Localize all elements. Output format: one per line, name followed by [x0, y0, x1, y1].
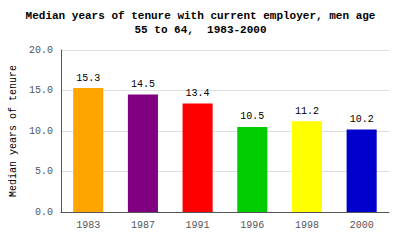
- svg-text:15.0: 15.0: [29, 85, 53, 96]
- svg-text:1983: 1983: [76, 220, 100, 231]
- svg-text:1996: 1996: [240, 220, 264, 231]
- svg-text:2000: 2000: [350, 220, 374, 231]
- svg-text:Median years of tenure with cu: Median years of tenure with current empl…: [26, 10, 376, 22]
- svg-text:15.3: 15.3: [76, 73, 100, 84]
- svg-text:Median years of tenure: Median years of tenure: [8, 65, 19, 197]
- svg-text:0.0: 0.0: [35, 207, 53, 218]
- svg-text:5.0: 5.0: [35, 166, 53, 177]
- svg-text:14.5: 14.5: [131, 79, 155, 90]
- svg-text:13.4: 13.4: [186, 88, 210, 99]
- svg-text:1991: 1991: [186, 220, 210, 231]
- svg-text:1987: 1987: [131, 220, 155, 231]
- svg-text:10.2: 10.2: [350, 114, 374, 125]
- svg-text:55 to 64, 1983-2000: 55 to 64, 1983-2000: [134, 24, 266, 36]
- svg-text:10.0: 10.0: [29, 126, 53, 137]
- svg-text:10.5: 10.5: [240, 111, 264, 122]
- svg-text:20.0: 20.0: [29, 45, 53, 56]
- svg-text:11.2: 11.2: [295, 106, 319, 117]
- svg-text:1998: 1998: [295, 220, 319, 231]
